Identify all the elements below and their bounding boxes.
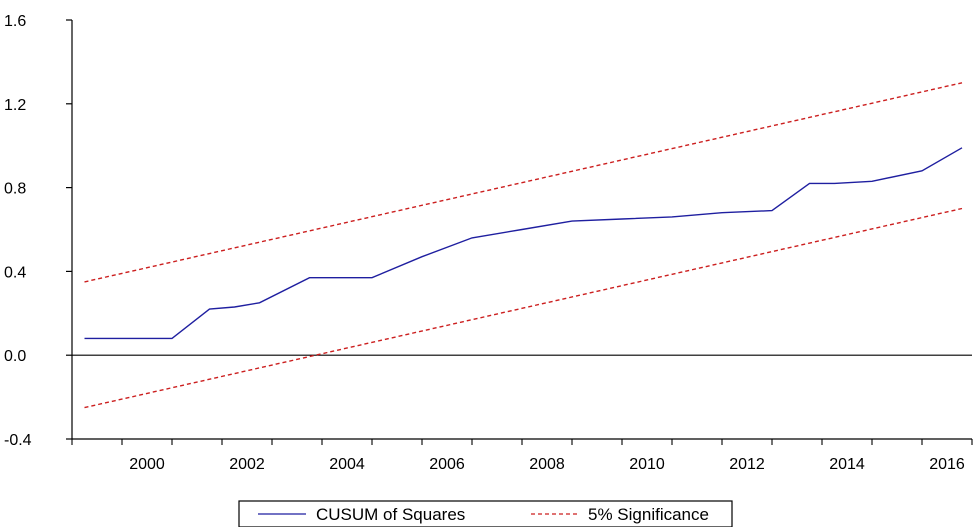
x-tick-label: 2010 bbox=[629, 456, 665, 473]
legend-label-cusum: CUSUM of Squares bbox=[316, 505, 465, 524]
y-tick-label: 1.6 bbox=[4, 13, 26, 30]
x-tick-label: 2014 bbox=[829, 456, 865, 473]
plot-area: -0.4 0.0 0.4 0.8 1.2 1.6 2000 2002 2004 2006 2008 2… bbox=[4, 13, 973, 473]
legend-label-significance: 5% Significance bbox=[588, 505, 709, 524]
cusum-of-squares-line bbox=[84, 147, 963, 340]
y-tick-label: 0.0 bbox=[4, 348, 26, 365]
x-tick-label: 2012 bbox=[729, 456, 765, 473]
legend: CUSUM of Squares 5% Significance bbox=[238, 500, 733, 527]
y-tick-label: 1.2 bbox=[4, 97, 26, 114]
x-tick-label: 2006 bbox=[429, 456, 465, 473]
x-tick-label: 2000 bbox=[129, 456, 165, 473]
y-tick-label: 0.4 bbox=[4, 264, 26, 281]
x-tick-label: 2016 bbox=[929, 456, 965, 473]
y-tick-label: -0.4 bbox=[4, 432, 32, 449]
x-tick-label: 2004 bbox=[329, 456, 365, 473]
legend-box bbox=[238, 500, 733, 527]
y-tick-label: 0.8 bbox=[4, 181, 26, 198]
x-tick-label: 2008 bbox=[529, 456, 565, 473]
upper-5pct-significance-line bbox=[84, 82, 963, 283]
lower-5pct-significance-line bbox=[84, 207, 963, 409]
x-tick-label: 2002 bbox=[229, 456, 265, 473]
